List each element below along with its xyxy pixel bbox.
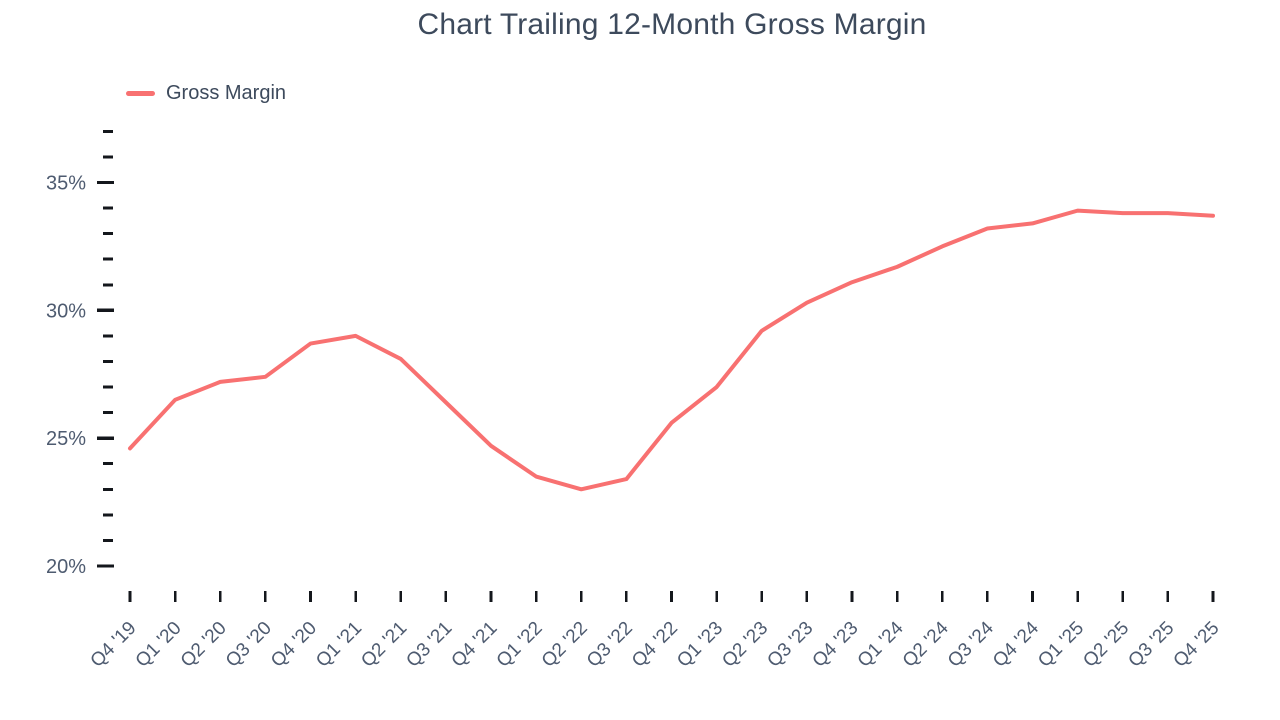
legend-label: Gross Margin (166, 82, 287, 104)
x-axis-label: Q1 '22 (493, 618, 547, 672)
x-axis-label: Q2 '22 (538, 618, 592, 672)
x-axis-label: Q2 '20 (177, 618, 231, 672)
y-axis-label: 30% (46, 300, 86, 322)
x-axis-label: Q3 '23 (763, 618, 817, 672)
gross-margin-line[interactable] (128, 208, 1215, 492)
x-axis-label: Q4 '23 (809, 618, 863, 672)
legend-item-gross-margin[interactable]: Gross Margin (126, 82, 286, 105)
x-axis-label: Q1 '20 (132, 618, 186, 672)
x-axis-label: Q3 '24 (944, 617, 998, 671)
x-axis-label: Q3 '21 (402, 618, 456, 672)
x-axis-label: Q3 '25 (1124, 618, 1178, 672)
x-axis-label: Q4 '24 (989, 617, 1043, 671)
x-axis-label: Q4 '25 (1170, 618, 1224, 672)
x-axis-label: Q4 '19 (87, 618, 141, 672)
x-axis-label: Q1 '25 (1034, 618, 1088, 672)
x-axis-label: Q4 '20 (267, 618, 321, 672)
x-axis-label: Q1 '23 (673, 618, 727, 672)
x-axis-label: Q2 '25 (1079, 618, 1133, 672)
x-axis-label: Q1 '24 (854, 617, 908, 671)
x-axis-label: Q2 '21 (357, 618, 411, 672)
chart-title: Chart Trailing 12-Month Gross Margin (417, 8, 927, 41)
x-axis-label: Q3 '22 (583, 618, 637, 672)
y-axis-label: 20% (46, 556, 86, 578)
x-axis-label: Q2 '24 (899, 617, 953, 671)
x-axis-label: Q2 '23 (718, 618, 772, 672)
y-axis-label: 35% (46, 172, 86, 194)
legend-swatch-icon (126, 91, 155, 96)
x-axis-label: Q4 '22 (628, 618, 682, 672)
y-axis-label: 25% (46, 428, 86, 450)
x-axis-label: Q3 '20 (222, 618, 276, 672)
x-axis-label: Q1 '21 (312, 618, 366, 672)
x-axis-label: Q4 '21 (448, 618, 502, 672)
